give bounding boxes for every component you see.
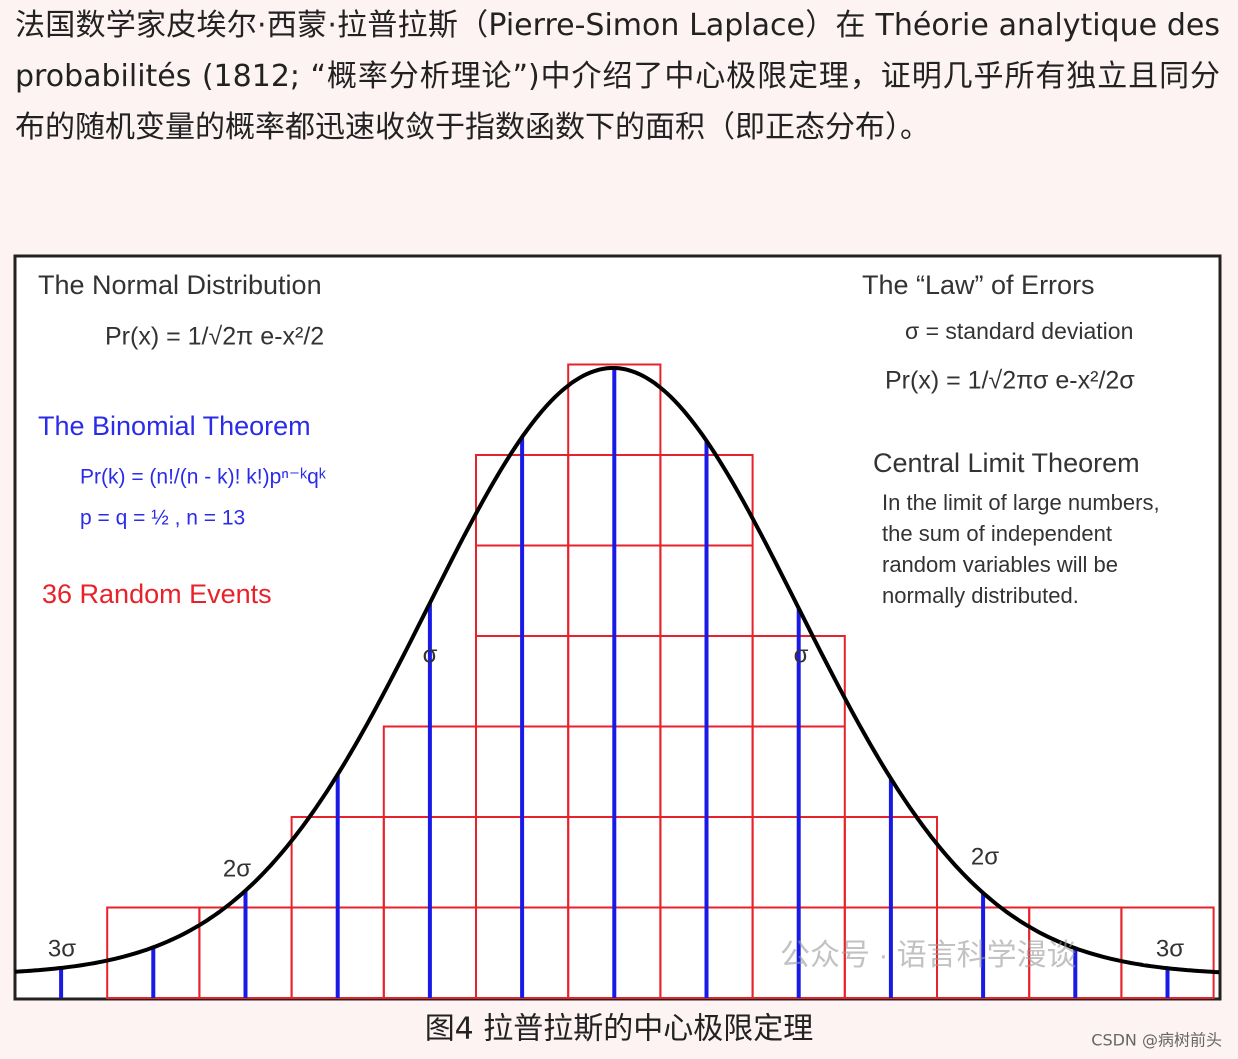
events-label: 36 Random Events (42, 579, 272, 609)
caption: 图4 拉普拉斯的中心极限定理 (425, 1012, 814, 1047)
clt-title: Central Limit Theorem (873, 448, 1140, 478)
clt-line: In the limit of large numbers, (882, 490, 1160, 515)
right-title: The “Law” of Errors (862, 270, 1095, 300)
right-formula: Pr(x) = 1/√2πσ e-x²/2σ (885, 367, 1135, 395)
sigma-label: 2σ (223, 855, 251, 882)
normal-curve (14, 366, 1220, 975)
sigma-label: 2σ (971, 843, 999, 870)
binomial-params: p = q = ½ , n = 13 (80, 507, 245, 530)
clt-line: the sum of independent (882, 521, 1112, 546)
left-title: The Normal Distribution (38, 270, 322, 300)
figure-frame (13, 254, 1222, 1001)
binomial-title: The Binomial Theorem (38, 411, 311, 441)
paragraph: 法国数学家皮埃尔·西蒙·拉普拉斯（Pierre-Simon Laplace）在 … (15, 8, 1220, 145)
sigma-label: 3σ (48, 935, 76, 962)
left-formula: Pr(x) = 1/√2π e-x²/2 (105, 323, 324, 351)
clt-line: normally distributed. (882, 583, 1079, 608)
sigma-label: σ (794, 641, 809, 668)
sigma-definition: σ = standard deviation (905, 318, 1133, 344)
sigma-label: 3σ (1156, 935, 1184, 962)
sigma-label: σ (423, 641, 438, 668)
footer: CSDN @病树前头 (1091, 1031, 1222, 1050)
binomial-formula: Pr(k) = (n!/(n - k)! k!)pⁿ⁻ᵏqᵏ (80, 466, 327, 489)
watermark: 公众号 · 语言科学漫谈 (780, 939, 1077, 972)
clt-line: random variables will be (882, 552, 1118, 577)
